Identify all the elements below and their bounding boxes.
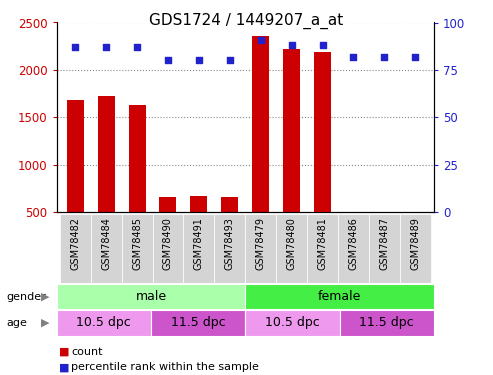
Text: GSM78484: GSM78484 bbox=[101, 217, 111, 270]
Text: GSM78481: GSM78481 bbox=[317, 217, 327, 270]
Text: percentile rank within the sample: percentile rank within the sample bbox=[71, 363, 259, 372]
Bar bbox=[98, 96, 115, 212]
Text: female: female bbox=[318, 290, 361, 303]
Text: male: male bbox=[136, 290, 167, 303]
Point bbox=[411, 54, 419, 60]
Point bbox=[164, 57, 172, 63]
Bar bbox=[245, 310, 340, 336]
Point bbox=[288, 42, 296, 48]
Bar bbox=[276, 214, 307, 283]
Bar bbox=[159, 197, 176, 212]
Text: gender: gender bbox=[6, 292, 46, 302]
Text: GSM78486: GSM78486 bbox=[349, 217, 358, 270]
Bar bbox=[307, 214, 338, 283]
Point bbox=[71, 44, 79, 50]
Bar bbox=[183, 214, 214, 283]
Bar bbox=[245, 284, 434, 309]
Text: ▶: ▶ bbox=[41, 318, 50, 328]
Bar bbox=[283, 49, 300, 212]
Text: ▶: ▶ bbox=[41, 292, 50, 302]
Point bbox=[381, 54, 388, 60]
Bar bbox=[129, 105, 145, 212]
Point bbox=[350, 54, 357, 60]
Text: 11.5 dpc: 11.5 dpc bbox=[359, 316, 414, 329]
Text: ■: ■ bbox=[59, 347, 70, 357]
Bar bbox=[400, 214, 431, 283]
Text: 10.5 dpc: 10.5 dpc bbox=[265, 316, 320, 329]
Text: GSM78480: GSM78480 bbox=[286, 217, 297, 270]
Bar bbox=[314, 52, 331, 212]
Bar bbox=[152, 214, 183, 283]
Text: GSM78493: GSM78493 bbox=[225, 217, 235, 270]
Text: GSM78479: GSM78479 bbox=[256, 217, 266, 270]
Text: GSM78487: GSM78487 bbox=[380, 217, 389, 270]
Point bbox=[102, 44, 110, 50]
Bar bbox=[340, 310, 434, 336]
Bar bbox=[190, 196, 208, 212]
Point bbox=[133, 44, 141, 50]
Bar bbox=[245, 214, 276, 283]
Bar bbox=[57, 310, 151, 336]
Text: age: age bbox=[6, 318, 27, 328]
Text: 11.5 dpc: 11.5 dpc bbox=[171, 316, 225, 329]
Bar bbox=[338, 214, 369, 283]
Bar bbox=[252, 36, 269, 212]
Text: GSM78489: GSM78489 bbox=[410, 217, 421, 270]
Text: GDS1724 / 1449207_a_at: GDS1724 / 1449207_a_at bbox=[149, 13, 344, 29]
Point bbox=[226, 57, 234, 63]
Text: GSM78485: GSM78485 bbox=[132, 217, 142, 270]
Point bbox=[195, 57, 203, 63]
Bar bbox=[60, 214, 91, 283]
Bar bbox=[57, 284, 245, 309]
Point bbox=[318, 42, 326, 48]
Point bbox=[257, 36, 265, 42]
Bar bbox=[369, 214, 400, 283]
Text: GSM78491: GSM78491 bbox=[194, 217, 204, 270]
Text: 10.5 dpc: 10.5 dpc bbox=[76, 316, 131, 329]
Bar bbox=[122, 214, 152, 283]
Text: count: count bbox=[71, 347, 103, 357]
Text: GSM78482: GSM78482 bbox=[70, 217, 80, 270]
Bar bbox=[67, 100, 84, 212]
Bar bbox=[91, 214, 122, 283]
Bar bbox=[151, 310, 245, 336]
Bar bbox=[221, 197, 238, 212]
Bar bbox=[214, 214, 245, 283]
Text: GSM78490: GSM78490 bbox=[163, 217, 173, 270]
Text: ■: ■ bbox=[59, 363, 70, 372]
